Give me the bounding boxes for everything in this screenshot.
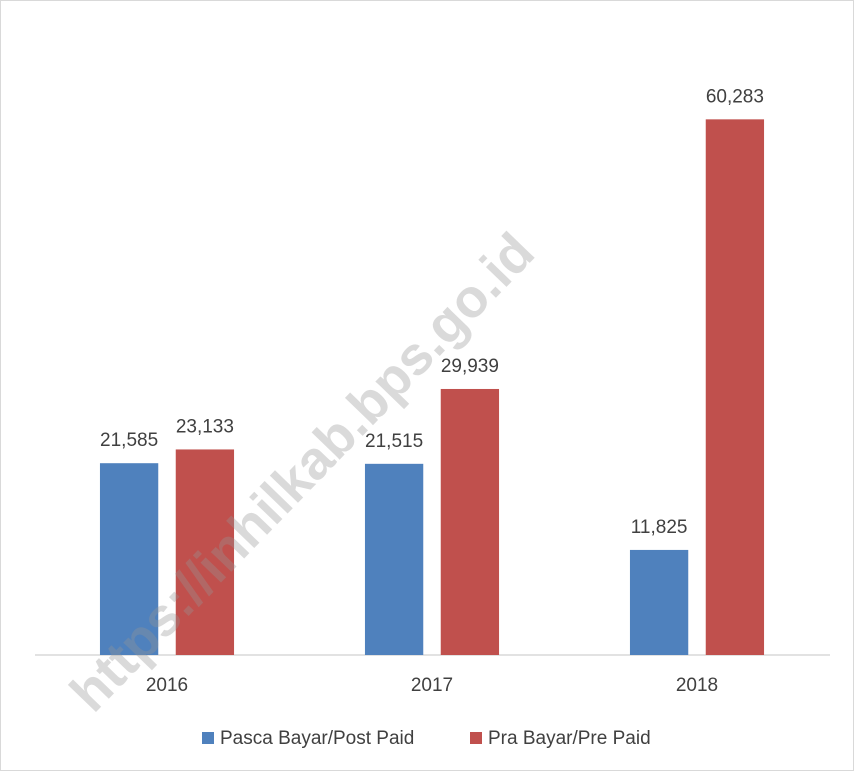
bar: [364, 463, 424, 655]
bar: [629, 549, 689, 655]
data-label: 60,283: [706, 86, 764, 107]
bar: [175, 449, 235, 655]
legend-label: Pasca Bayar/Post Paid: [220, 728, 414, 749]
data-label: 21,585: [100, 430, 158, 451]
legend-swatch: [470, 732, 482, 744]
data-label: 29,939: [441, 356, 499, 377]
x-tick-label: 2018: [676, 675, 718, 696]
bar: [705, 119, 765, 656]
bar: [440, 388, 500, 655]
legend-swatch: [202, 732, 214, 744]
data-label: 11,825: [631, 517, 688, 538]
bar: [99, 463, 159, 655]
data-label: 23,133: [176, 416, 234, 437]
x-tick-label: 2016: [146, 675, 188, 696]
x-tick-label: 2017: [411, 675, 453, 696]
data-label: 21,515: [365, 431, 423, 452]
legend-label: Pra Bayar/Pre Paid: [488, 728, 651, 749]
